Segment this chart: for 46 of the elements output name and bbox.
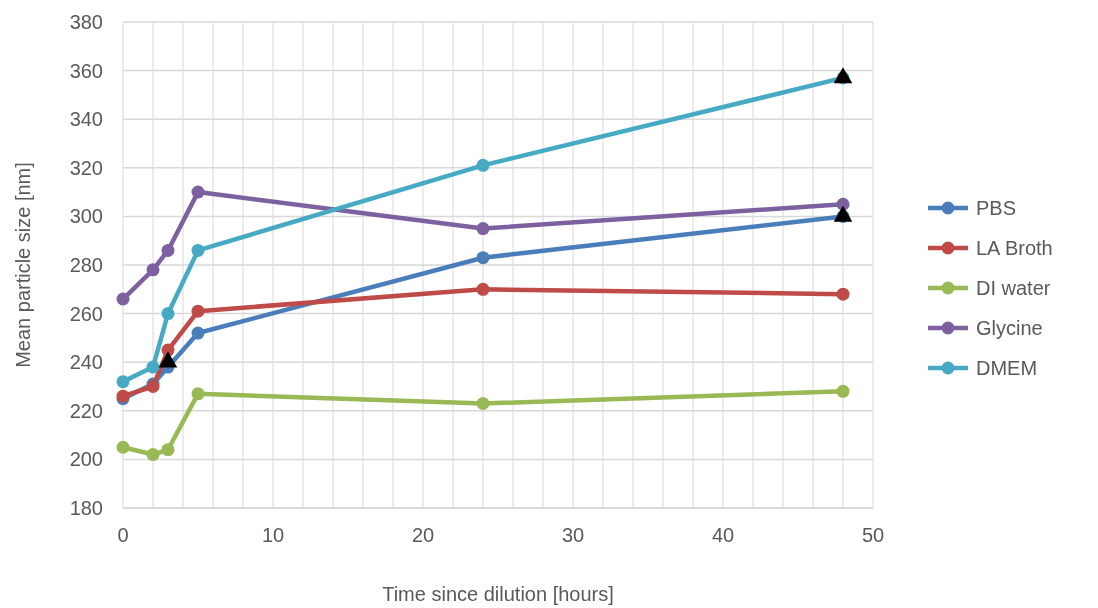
point — [476, 158, 490, 172]
legend-label: DI water — [976, 277, 1051, 299]
x-tick-label: 30 — [561, 524, 585, 546]
point — [161, 307, 175, 321]
y-tick-label: 260 — [69, 302, 103, 325]
point — [191, 326, 205, 340]
point — [476, 222, 490, 236]
point — [836, 287, 850, 301]
x-tick-label: 20 — [411, 524, 435, 546]
legend-label: LA Broth — [976, 237, 1053, 259]
y-tick-label: 240 — [69, 351, 103, 374]
y-tick-label: 360 — [69, 59, 103, 82]
point — [146, 263, 160, 277]
legend-label: Glycine — [976, 317, 1043, 339]
point — [476, 282, 490, 296]
point — [161, 243, 175, 257]
point — [116, 292, 130, 306]
legend-label: DMEM — [976, 357, 1038, 379]
y-tick-label: 280 — [69, 254, 103, 276]
y-tick-label: 340 — [69, 108, 103, 131]
point — [116, 375, 130, 389]
point — [476, 251, 490, 265]
x-axis-title: Time since dilution [hours] — [382, 583, 614, 605]
point — [146, 360, 160, 374]
x-tick-label: 50 — [861, 524, 885, 546]
x-tick-label: 10 — [261, 524, 285, 546]
point — [191, 387, 205, 401]
legend-label: PBS — [976, 197, 1017, 219]
point — [116, 440, 130, 454]
y-tick-label: 220 — [69, 399, 103, 422]
y-tick-label: 380 — [69, 11, 103, 33]
point — [836, 384, 850, 398]
point — [161, 443, 175, 457]
y-tick-label: 180 — [69, 497, 103, 519]
point — [191, 304, 205, 318]
point — [146, 448, 160, 462]
point — [476, 397, 490, 411]
x-tick-label: 0 — [117, 524, 129, 546]
y-tick-label: 200 — [69, 448, 103, 471]
point — [833, 67, 853, 84]
y-tick-label: 300 — [69, 205, 103, 228]
y-tick-label: 320 — [69, 156, 103, 179]
x-tick-label: 40 — [711, 524, 735, 546]
point — [191, 185, 205, 199]
y-axis-title: Mean particle size [nm] — [12, 162, 34, 368]
point — [191, 243, 205, 257]
